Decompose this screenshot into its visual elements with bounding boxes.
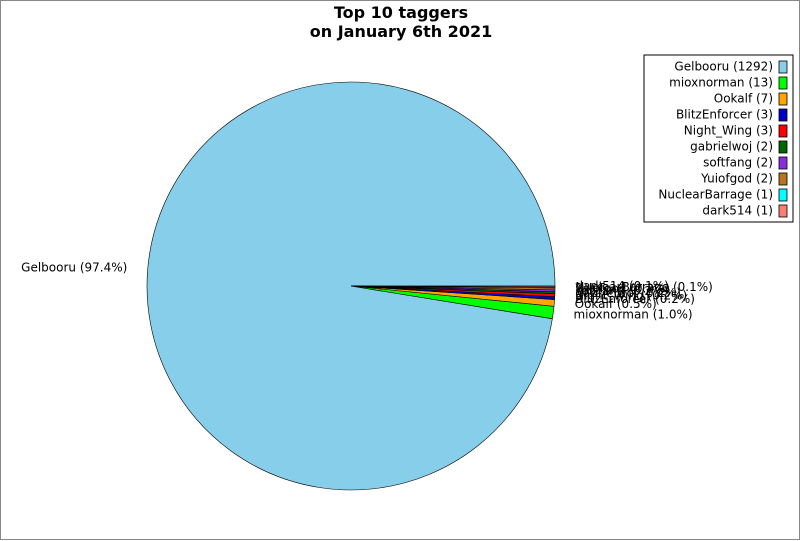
legend-label: BlitzEnforcer (3)	[676, 108, 773, 122]
chart-title: Top 10 taggers on January 6th 2021	[309, 3, 493, 41]
slice-label: Night_Wing (0.2%)	[575, 289, 687, 303]
legend-swatch	[778, 108, 788, 122]
legend-label: mioxnorman (13)	[669, 76, 773, 90]
slice-label: NuclearBarrage (0.1%)	[575, 280, 712, 294]
legend-swatch	[778, 60, 788, 74]
slice-label: gabrielwoj (0.2%)	[575, 286, 681, 300]
legend-label: Ookalf (7)	[714, 92, 773, 106]
legend-label: Night_Wing (3)	[684, 124, 773, 138]
legend-box	[643, 54, 794, 223]
legend-swatch	[778, 140, 788, 154]
slice-label: mioxnorman (1.0%)	[573, 308, 692, 322]
legend-swatch	[778, 76, 788, 90]
legend-swatch	[778, 156, 788, 170]
legend-label: Gelbooru (1292)	[674, 60, 773, 74]
slice-label: Ookalf (0.5%)	[575, 297, 657, 311]
slice-label: BlitzEnforcer (0.2%)	[575, 292, 695, 306]
legend-label: NuclearBarrage (1)	[658, 188, 773, 202]
slice-label: dark514 (0.1%)	[575, 279, 668, 293]
legend-label: softfang (2)	[703, 156, 773, 170]
legend-label: gabrielwoj (2)	[690, 140, 773, 154]
legend-label: dark514 (1)	[702, 204, 773, 218]
legend-swatch	[778, 92, 788, 106]
slice-label: softfang (0.2%)	[575, 284, 668, 298]
legend-swatch	[778, 204, 788, 218]
legend-swatch	[778, 188, 788, 202]
pie-slice	[350, 285, 556, 288]
slice-label: Gelbooru (97.4%)	[21, 260, 127, 274]
slice-label: Yuiofgod (0.2%)	[574, 282, 670, 296]
legend-swatch	[778, 124, 788, 138]
legend-label: Yuiofgod (2)	[700, 172, 773, 186]
legend-swatch	[778, 172, 788, 186]
